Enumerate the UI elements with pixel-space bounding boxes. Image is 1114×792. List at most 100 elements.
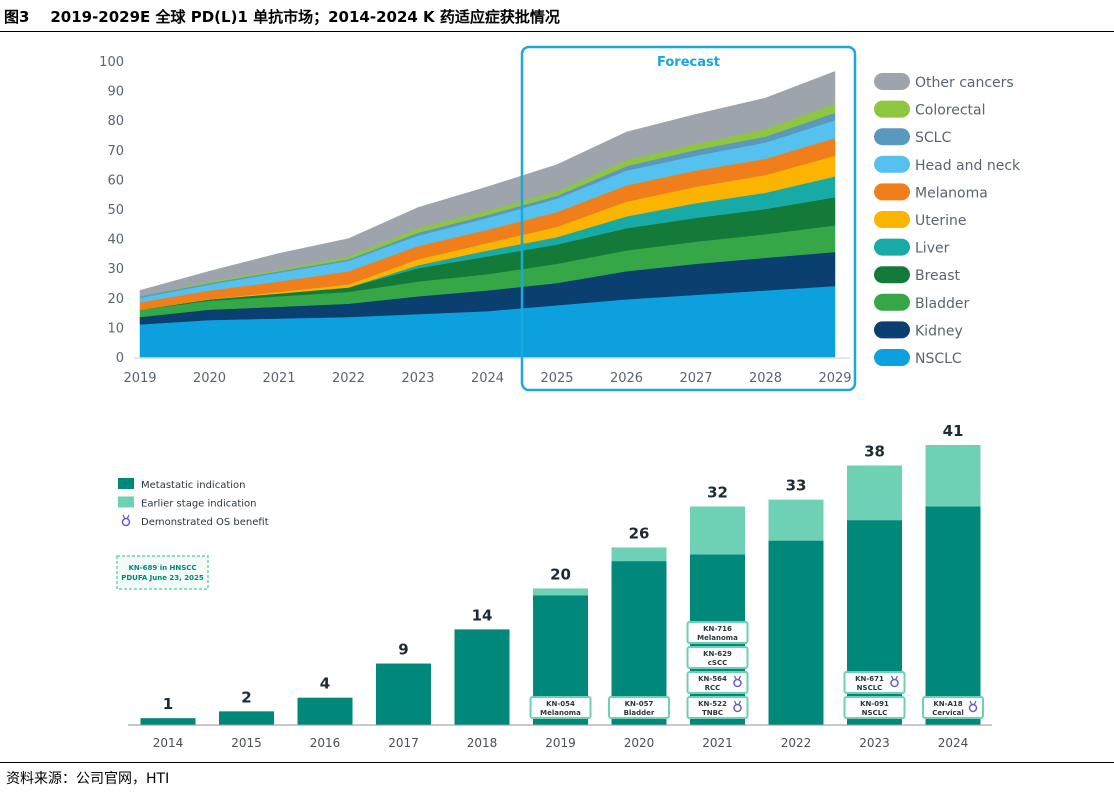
bar-total-label: 32 — [707, 483, 728, 501]
trial-label-code: KN-716 — [703, 625, 732, 633]
bar-legend-swatch — [118, 496, 134, 508]
y-tick-label: 60 — [107, 173, 124, 188]
bar-total-label: 4 — [320, 675, 330, 693]
legend-label: Breast — [915, 268, 961, 284]
x-tick-label: 2022 — [332, 371, 365, 386]
legend-label: Kidney — [915, 323, 963, 339]
bar-earlier-stage — [533, 588, 588, 596]
bar-metastatic — [847, 520, 902, 725]
bar-total-label: 38 — [864, 442, 885, 460]
trial-label-code: KN-091 — [860, 700, 889, 708]
y-tick-label: 40 — [107, 233, 124, 248]
x-tick-label: 2025 — [540, 371, 573, 386]
legend-swatch — [874, 128, 910, 146]
x-tick-label: 2028 — [749, 371, 782, 386]
os-benefit-medal-ribbon — [122, 514, 130, 520]
trial-label-box — [529, 696, 592, 719]
y-tick-label: 80 — [107, 114, 124, 129]
trial-label-indication: Melanoma — [697, 634, 738, 642]
legend-label: Liver — [915, 241, 950, 257]
bar-metastatic — [140, 718, 196, 725]
x-tick-label: 2019 — [123, 371, 156, 386]
bar-category-label: 2024 — [938, 736, 969, 750]
bar-total-label: 1 — [163, 695, 173, 713]
bar-category-label: 2023 — [859, 736, 890, 750]
bar-category-label: 2018 — [467, 736, 498, 750]
os-benefit-medal-ribbon — [733, 700, 742, 706]
trial-label-box — [843, 671, 906, 694]
trial-label-code: KN-522 — [698, 700, 727, 708]
y-tick-label: 70 — [107, 144, 124, 159]
legend-swatch — [874, 183, 910, 201]
trial-label-code: KN-A18 — [933, 700, 962, 708]
y-tick-label: 10 — [107, 321, 124, 336]
trial-label-indication: cSCC — [708, 659, 727, 667]
figure-number: 图3 — [4, 8, 30, 26]
legend-label: Uterine — [915, 213, 966, 229]
os-benefit-medal-icon — [890, 678, 899, 688]
forecast-label: Forecast — [657, 55, 720, 70]
bar-earlier-stage — [925, 445, 981, 507]
trial-label-box — [608, 696, 670, 719]
bar-category-label: 2016 — [310, 736, 341, 750]
bar-chart: 1 2014 2 2015 4 2016 9 2017 14 2018 20 2019 26 2020 32… — [116, 422, 992, 750]
bar-metastatic — [925, 506, 981, 725]
legend-swatch — [874, 349, 910, 366]
bar-total-label: 2 — [241, 688, 251, 706]
trial-label-indication: Bladder — [624, 709, 655, 717]
pending-note-line: PDUFA June 23, 2025 — [121, 574, 204, 582]
legend-label: Bladder — [915, 296, 969, 312]
area-chart: 0 10 20 30 40 50 60 70 80 90 100 2019 2020 2021 2022 20… — [99, 45, 1021, 392]
trial-label-indication: Cervical — [932, 709, 964, 717]
legend-label: SCLC — [915, 130, 951, 146]
bar-category-label: 2015 — [231, 736, 262, 750]
trial-label-box — [922, 696, 984, 719]
bottom-rule — [0, 762, 1114, 763]
bar-category-label: 2014 — [153, 736, 184, 750]
figure-title: 图3 2019-2029E 全球 PD(L)1 单抗市场；2014-2024 K… — [4, 6, 560, 27]
bar-metastatic — [297, 697, 353, 725]
trial-label-indication: RCC — [705, 684, 721, 692]
os-benefit-medal-ribbon — [969, 700, 977, 706]
bar-total-label: 9 — [398, 641, 408, 659]
trial-label-box — [686, 646, 749, 669]
legend-label: Other cancers — [915, 75, 1014, 91]
y-tick-label: 0 — [116, 351, 124, 366]
x-tick-label: 2029 — [818, 371, 851, 386]
bar-metastatic — [768, 540, 824, 725]
x-tick-label: 2021 — [262, 371, 295, 386]
legend-swatch — [874, 211, 910, 228]
trial-label-indication: Melanoma — [540, 709, 581, 717]
legend-swatch — [874, 266, 910, 284]
bar-total-label: 26 — [629, 524, 650, 542]
bar-earlier-stage — [768, 499, 824, 541]
trial-label-indication: NSCLC — [857, 684, 883, 692]
legend-swatch — [874, 293, 910, 311]
os-benefit-medal-ribbon — [733, 675, 742, 681]
trial-label-indication: TNBC — [702, 709, 723, 717]
trial-label-box — [843, 696, 906, 719]
os-benefit-medal-ribbon — [890, 675, 899, 681]
bar-total-label: 20 — [550, 565, 571, 583]
trial-label-code: KN-671 — [855, 675, 884, 683]
os-benefit-medal-icon — [733, 678, 742, 688]
top-rule — [0, 31, 1114, 32]
bar-metastatic — [219, 711, 274, 725]
bar-legend-label: Metastatic indication — [141, 480, 246, 491]
y-tick-label: 50 — [107, 203, 124, 218]
trial-label-code: KN-564 — [698, 675, 727, 683]
legend-label: Melanoma — [915, 185, 988, 201]
legend-swatch — [874, 321, 910, 339]
trial-label-box — [686, 696, 749, 719]
trial-label-code: KN-629 — [703, 650, 732, 658]
y-tick-label: 20 — [107, 292, 124, 307]
legend-label: NSCLC — [915, 351, 962, 367]
source-note: 资料来源：公司官网，HTI — [6, 771, 170, 787]
bar-legend-label: Demonstrated OS benefit — [141, 517, 269, 528]
os-benefit-medal-icon — [121, 517, 131, 527]
bar-total-label: 14 — [472, 606, 493, 624]
trial-label-box — [686, 621, 749, 644]
trial-label-code: KN-054 — [546, 700, 575, 708]
os-benefit-medal-icon — [968, 703, 978, 713]
